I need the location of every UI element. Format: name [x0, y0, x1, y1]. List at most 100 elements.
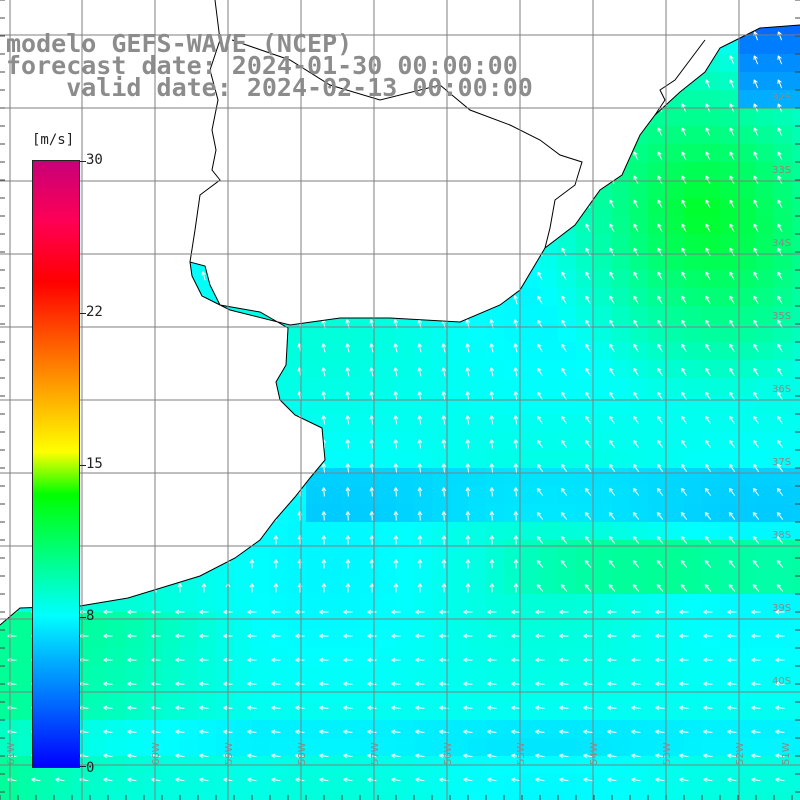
wind-arrow	[55, 777, 65, 783]
wind-arrow	[561, 175, 567, 185]
wind-arrow	[511, 609, 521, 615]
wind-arrow	[729, 223, 735, 233]
wind-arrow	[560, 511, 568, 520]
wind-arrow	[489, 295, 494, 305]
colorbar-tick	[80, 617, 86, 618]
wind-arrow	[775, 609, 785, 615]
wind-arrow	[319, 705, 329, 711]
wind-arrow	[609, 223, 615, 233]
wind-arrow	[656, 560, 664, 568]
wind-arrow	[153, 295, 158, 305]
wind-arrow	[153, 199, 158, 209]
wind-arrow	[465, 367, 471, 377]
wind-arrow	[103, 633, 113, 639]
wind-arrow	[631, 729, 641, 735]
wind-arrow	[465, 271, 470, 281]
wind-arrow	[201, 391, 207, 401]
wind-arrow	[585, 343, 591, 353]
wind-arrow	[415, 681, 425, 687]
wind-arrow	[465, 511, 471, 521]
wind-arrow	[729, 151, 735, 161]
wind-arrow	[513, 343, 519, 353]
wind-arrow	[632, 560, 640, 568]
wind-arrow	[295, 753, 305, 759]
wind-arrow	[322, 8, 326, 16]
wind-arrow	[585, 391, 591, 401]
wind-arrow	[562, 8, 566, 16]
wind-arrow	[584, 463, 592, 472]
wind-arrow	[249, 535, 255, 545]
wind-arrow	[129, 391, 135, 401]
wind-arrow	[511, 633, 521, 639]
wind-arrow	[273, 175, 279, 185]
wind-arrow	[753, 367, 759, 377]
wind-arrow	[369, 175, 375, 185]
wind-arrow	[343, 609, 353, 615]
wind-arrow	[153, 127, 159, 137]
wind-arrow	[752, 463, 760, 472]
wind-arrow	[513, 247, 518, 257]
wind-arrow	[319, 681, 329, 687]
wind-arrow	[465, 439, 471, 449]
wind-arrow	[752, 584, 760, 592]
wind-arrow	[465, 31, 471, 41]
wind-arrow	[681, 343, 687, 353]
wind-arrow	[154, 8, 158, 16]
wind-arrow	[513, 487, 519, 497]
wind-arrow	[415, 777, 425, 783]
wind-arrow	[417, 367, 423, 377]
wind-arrow	[535, 777, 545, 783]
wind-arrow	[681, 295, 687, 305]
wind-arrow	[295, 657, 305, 663]
lon-label: 58W	[297, 742, 308, 765]
wind-arrow	[753, 55, 759, 65]
wind-arrow	[705, 127, 711, 137]
wind-arrow	[514, 8, 518, 16]
wind-arrow	[537, 127, 543, 137]
wind-arrow	[367, 633, 377, 639]
wind-arrow	[249, 223, 254, 233]
wind-arrow	[9, 535, 15, 545]
wind-arrow	[631, 633, 641, 639]
wind-arrow	[465, 559, 471, 569]
wind-arrow	[175, 777, 185, 783]
wind-arrow	[535, 657, 545, 663]
wind-arrow	[105, 535, 111, 545]
wind-arrow	[81, 415, 87, 425]
wind-arrow	[633, 247, 639, 257]
wind-arrow	[441, 583, 447, 593]
wind-arrow	[177, 223, 182, 233]
wind-arrow	[127, 681, 137, 687]
wind-arrow	[681, 151, 687, 161]
wind-arrow	[489, 367, 495, 377]
wind-arrow	[177, 391, 183, 401]
wind-arrow	[704, 560, 712, 568]
wind-arrow	[247, 729, 257, 735]
wind-arrow	[367, 681, 377, 687]
wind-arrow	[105, 343, 111, 353]
wind-arrow	[177, 127, 183, 137]
wind-arrow	[127, 729, 137, 735]
wind-arrow	[393, 343, 399, 353]
lat-label: 36S	[772, 384, 791, 395]
colorbar-unit: [m/s]	[32, 132, 75, 148]
wind-arrow	[705, 55, 711, 65]
wind-arrow	[679, 657, 689, 663]
wind-arrow	[465, 487, 471, 497]
wind-arrow	[632, 584, 640, 592]
wind-arrow	[727, 777, 737, 783]
wind-arrow	[295, 681, 305, 687]
wind-arrow	[729, 55, 735, 65]
wind-arrow	[127, 633, 137, 639]
wind-arrow	[608, 560, 616, 568]
wind-arrow	[105, 127, 111, 137]
wind-arrow	[177, 271, 182, 281]
wind-arrow	[417, 559, 423, 569]
wind-arrow	[201, 151, 207, 161]
wind-arrow	[249, 343, 255, 353]
wind-arrow	[633, 367, 639, 377]
wind-arrow	[682, 8, 686, 16]
wind-arrow	[730, 8, 734, 16]
wind-arrow	[489, 31, 495, 41]
wind-arrow	[584, 535, 592, 544]
